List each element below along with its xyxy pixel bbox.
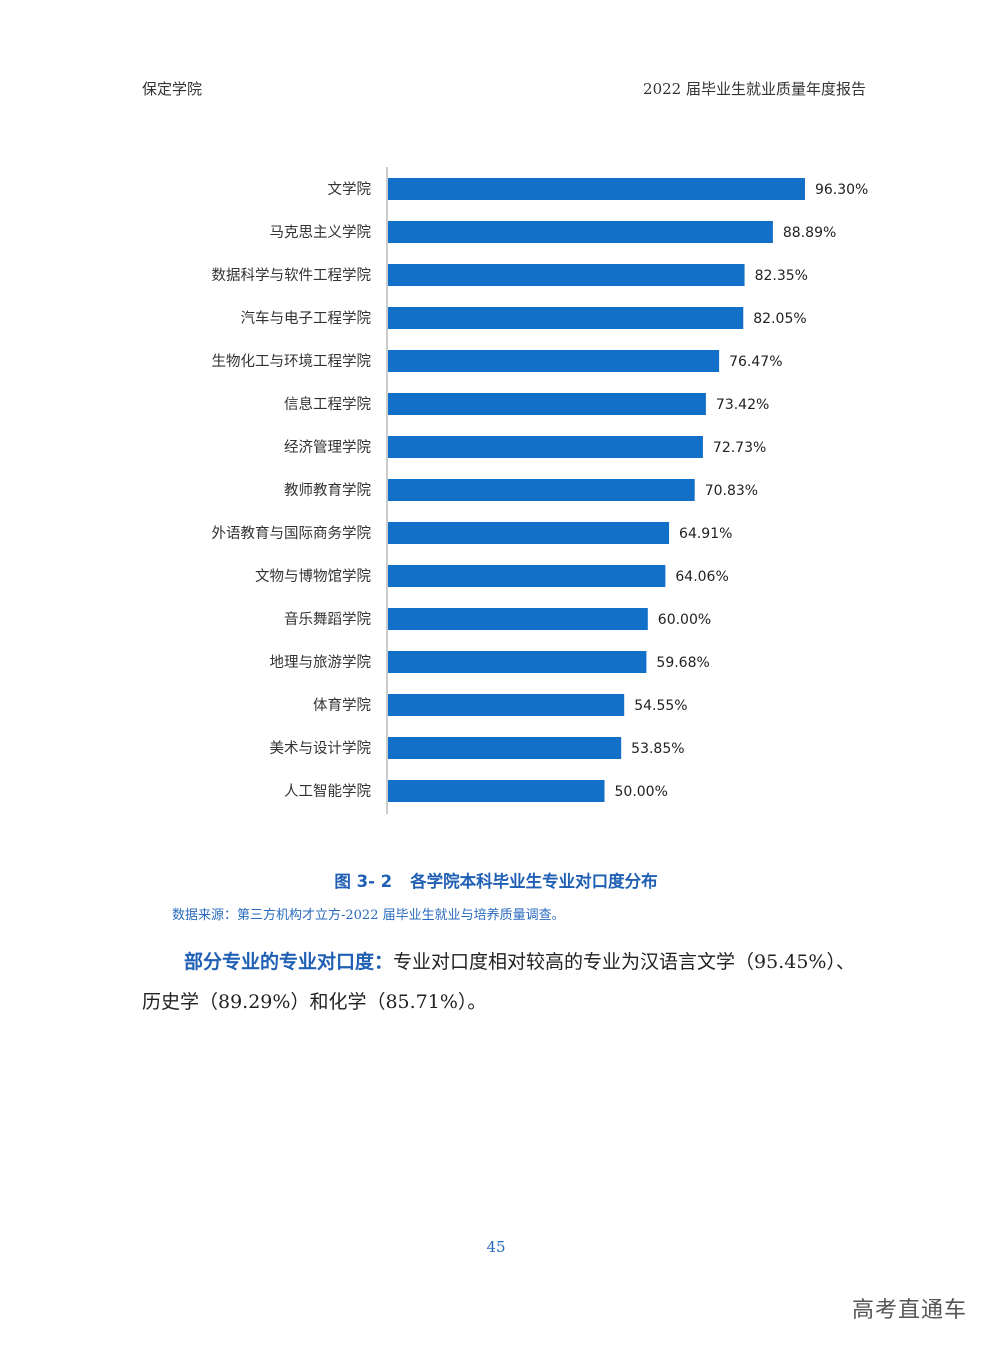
category-label: 地理与旅游学院 (270, 654, 372, 671)
value-label: 73.42% (716, 397, 769, 413)
value-label: 50.00% (615, 784, 668, 800)
bar (388, 780, 605, 802)
figure-caption: 图 3- 2 各学院本科毕业生专业对口度分布 (0, 868, 992, 892)
value-label: 53.85% (631, 741, 684, 757)
paragraph-body: 专业对口度相对较高的专业为汉语言文学（95.45%）、历史学（89.29%）和化… (142, 951, 855, 1013)
watermark: 高考直通车 (852, 1298, 968, 1323)
bar (388, 436, 703, 458)
value-label: 60.00% (658, 612, 711, 628)
value-label: 82.05% (753, 311, 806, 327)
bar (388, 608, 648, 630)
figure-number: 图 3- 2 (334, 872, 393, 891)
bar (388, 522, 670, 544)
category-label: 信息工程学院 (284, 396, 371, 413)
bar-chart: 文学院马克思主义学院数据科学与软件工程学院汽车与电子工程学院生物化工与环境工程学… (212, 167, 868, 814)
category-label: 文物与博物馆学院 (255, 568, 371, 585)
bar (388, 307, 744, 329)
bar (388, 737, 622, 759)
value-label: 70.83% (705, 483, 758, 499)
bar (388, 651, 647, 673)
bar (388, 178, 805, 200)
category-label: 体育学院 (313, 697, 371, 714)
page-number: 45 (486, 1238, 506, 1256)
data-source-note: 数据来源：第三方机构才立方-2022 届毕业生就业与培养质量调查。 (172, 908, 565, 923)
bar (388, 694, 625, 716)
header-institution: 保定学院 (142, 80, 203, 98)
bar (388, 221, 773, 243)
value-label: 96.30% (815, 182, 868, 198)
category-label: 生物化工与环境工程学院 (212, 352, 372, 370)
category-label: 数据科学与软件工程学院 (212, 267, 372, 284)
bar (388, 264, 745, 286)
category-label: 美术与设计学院 (270, 740, 372, 757)
category-label: 马克思主义学院 (270, 224, 372, 241)
category-label: 教师教育学院 (284, 482, 371, 499)
paragraph-lead: 部分专业的专业对口度： (184, 951, 394, 973)
value-label: 72.73% (713, 440, 766, 456)
category-label: 人工智能学院 (284, 783, 371, 800)
value-label: 59.68% (656, 655, 709, 671)
bar (388, 565, 666, 587)
value-label: 82.35% (755, 268, 808, 284)
bar (388, 393, 706, 415)
category-label: 经济管理学院 (284, 439, 371, 456)
category-label: 汽车与电子工程学院 (241, 310, 372, 327)
bar (388, 350, 720, 372)
figure-title: 各学院本科毕业生专业对口度分布 (410, 872, 658, 891)
value-label: 88.89% (783, 225, 836, 241)
category-label: 文学院 (328, 181, 372, 198)
header-report-title: 2022 届毕业生就业质量年度报告 (643, 80, 866, 98)
value-label: 64.91% (679, 526, 732, 542)
body-paragraph: 部分专业的专业对口度：专业对口度相对较高的专业为汉语言文学（95.45%）、历史… (142, 942, 872, 1022)
category-label: 外语教育与国际商务学院 (212, 525, 372, 542)
value-label: 54.55% (634, 698, 687, 714)
bar (388, 479, 695, 501)
value-label: 64.06% (675, 569, 728, 585)
value-label: 76.47% (729, 354, 782, 370)
category-label: 音乐舞蹈学院 (284, 611, 371, 628)
